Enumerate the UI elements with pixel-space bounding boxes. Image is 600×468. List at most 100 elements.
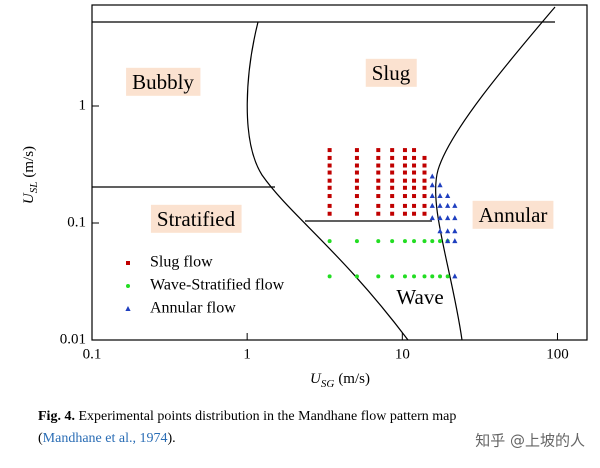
- point: [402, 194, 407, 199]
- point: [376, 194, 381, 199]
- point: [438, 239, 443, 244]
- point: [429, 193, 435, 199]
- y-label-symbol: U: [21, 192, 37, 204]
- point: [452, 202, 458, 208]
- citation-link[interactable]: Mandhane et al., 1974: [43, 431, 168, 446]
- point: [354, 170, 359, 175]
- point: [422, 239, 427, 244]
- point: [390, 170, 395, 175]
- point: [390, 185, 395, 190]
- point: [437, 193, 443, 199]
- boundary: [435, 6, 556, 341]
- point: [376, 148, 381, 153]
- point: [327, 155, 332, 160]
- point: [437, 202, 443, 208]
- point: [354, 163, 359, 168]
- region-label: Wave: [396, 285, 443, 309]
- y-tick-label: 0.1: [67, 214, 86, 230]
- point: [327, 194, 332, 199]
- watermark: 知乎 @上坡的人: [475, 432, 585, 450]
- point: [376, 211, 381, 216]
- point: [412, 239, 417, 244]
- flow-boundaries: [92, 6, 556, 341]
- point: [390, 155, 395, 160]
- point: [354, 178, 359, 183]
- point: [354, 185, 359, 190]
- point: [445, 193, 451, 199]
- point: [402, 211, 407, 216]
- caption: Fig. 4. Experimental points distribution…: [38, 409, 456, 424]
- point: [402, 274, 407, 279]
- boundary: [246, 21, 409, 341]
- point: [402, 239, 407, 244]
- point: [327, 148, 332, 153]
- point: [390, 274, 395, 279]
- point: [354, 148, 359, 153]
- point: [422, 155, 427, 160]
- point: [429, 215, 435, 221]
- y-tick-label: 1: [79, 97, 87, 113]
- point: [125, 306, 131, 311]
- point: [412, 155, 417, 160]
- x-label-subscript: SG: [321, 378, 335, 390]
- point: [327, 274, 332, 279]
- point: [422, 211, 427, 216]
- x-tick-label: 100: [546, 346, 569, 362]
- point: [430, 239, 435, 244]
- point: [422, 203, 427, 208]
- point: [390, 194, 395, 199]
- x-tick-label: 10: [395, 346, 410, 362]
- x-axis-label: USG (m/s): [310, 371, 370, 389]
- point: [445, 202, 451, 208]
- point: [327, 211, 332, 216]
- point: [402, 155, 407, 160]
- region-label-box: [365, 58, 417, 87]
- point: [412, 170, 417, 175]
- point: [376, 178, 381, 183]
- point: [429, 173, 435, 179]
- caption-line2: (Mandhane et al., 1974).: [38, 431, 176, 446]
- point: [354, 274, 359, 279]
- point: [445, 238, 451, 244]
- point: [412, 203, 417, 208]
- point: [422, 274, 427, 279]
- point: [354, 155, 359, 160]
- point: [390, 203, 395, 208]
- legend-label: Wave-Stratified flow: [150, 277, 285, 294]
- point: [437, 215, 443, 221]
- point: [376, 185, 381, 190]
- legend-label: Slug flow: [150, 254, 213, 271]
- legend-label: Annular flow: [150, 300, 236, 317]
- point: [429, 202, 435, 208]
- point: [412, 178, 417, 183]
- point: [438, 274, 443, 279]
- point: [327, 239, 332, 244]
- point: [422, 194, 427, 199]
- region-label-box: [150, 204, 242, 233]
- point: [430, 274, 435, 279]
- y-label-unit: (m/s): [21, 146, 37, 178]
- point: [452, 238, 458, 244]
- point: [422, 185, 427, 190]
- region-label-box: [472, 200, 554, 229]
- point: [437, 228, 443, 234]
- point: [390, 211, 395, 216]
- point: [445, 215, 451, 221]
- point: [376, 170, 381, 175]
- point: [327, 163, 332, 168]
- point: [376, 239, 381, 244]
- region-label-box: [126, 67, 201, 96]
- point: [452, 273, 458, 279]
- point: [327, 185, 332, 190]
- region-label: Bubbly: [132, 70, 194, 94]
- point: [390, 178, 395, 183]
- point: [327, 170, 332, 175]
- point: [376, 155, 381, 160]
- point: [452, 215, 458, 221]
- x-label-symbol: U: [310, 371, 322, 387]
- point: [402, 170, 407, 175]
- point: [445, 274, 450, 279]
- caption-close: ).: [167, 431, 175, 446]
- point: [412, 194, 417, 199]
- point: [445, 228, 451, 234]
